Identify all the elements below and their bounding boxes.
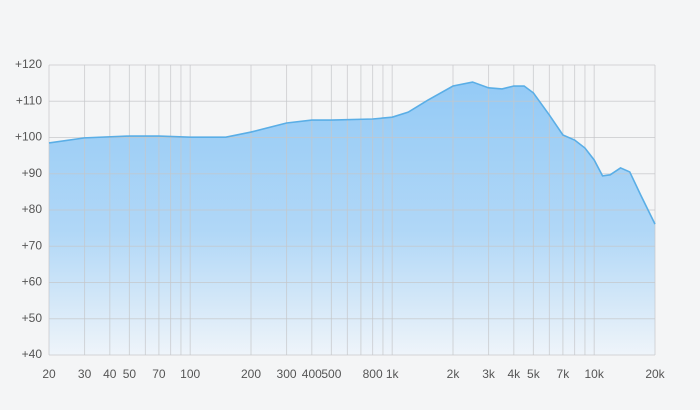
x-tick-label: 4k	[507, 367, 521, 381]
x-tick-label: 20k	[645, 367, 665, 381]
y-tick-label: +90	[22, 166, 43, 180]
x-tick-label: 200	[241, 367, 261, 381]
x-tick-label: 7k	[557, 367, 571, 381]
area-fill	[49, 82, 655, 355]
x-tick-label: 800	[363, 367, 383, 381]
response-line	[48, 81, 656, 225]
x-tick-label: 30	[78, 367, 92, 381]
y-tick-label: +60	[22, 275, 43, 289]
y-tick-label: +40	[22, 347, 43, 361]
x-tick-label: 2k	[447, 367, 461, 381]
x-tick-label: 70	[152, 367, 166, 381]
x-tick-label: 50	[123, 367, 137, 381]
y-tick-label: +100	[15, 130, 42, 144]
y-tick-label: +80	[22, 202, 43, 216]
x-tick-label: 500	[321, 367, 341, 381]
x-tick-label: 1k	[386, 367, 400, 381]
y-tick-label: +110	[16, 93, 42, 107]
x-tick-label: 20	[42, 367, 56, 381]
x-tick-label: 10k	[585, 367, 605, 381]
x-tick-label: 40	[103, 367, 117, 381]
y-tick-label: +50	[22, 311, 43, 325]
y-tick-label: +120	[15, 57, 42, 71]
x-tick-label: 3k	[482, 367, 496, 381]
x-tick-label: 100	[180, 367, 200, 381]
x-tick-label: 400	[302, 367, 322, 381]
x-tick-label: 5k	[527, 367, 541, 381]
y-tick-label: +70	[22, 238, 43, 252]
x-tick-label: 300	[277, 367, 297, 381]
